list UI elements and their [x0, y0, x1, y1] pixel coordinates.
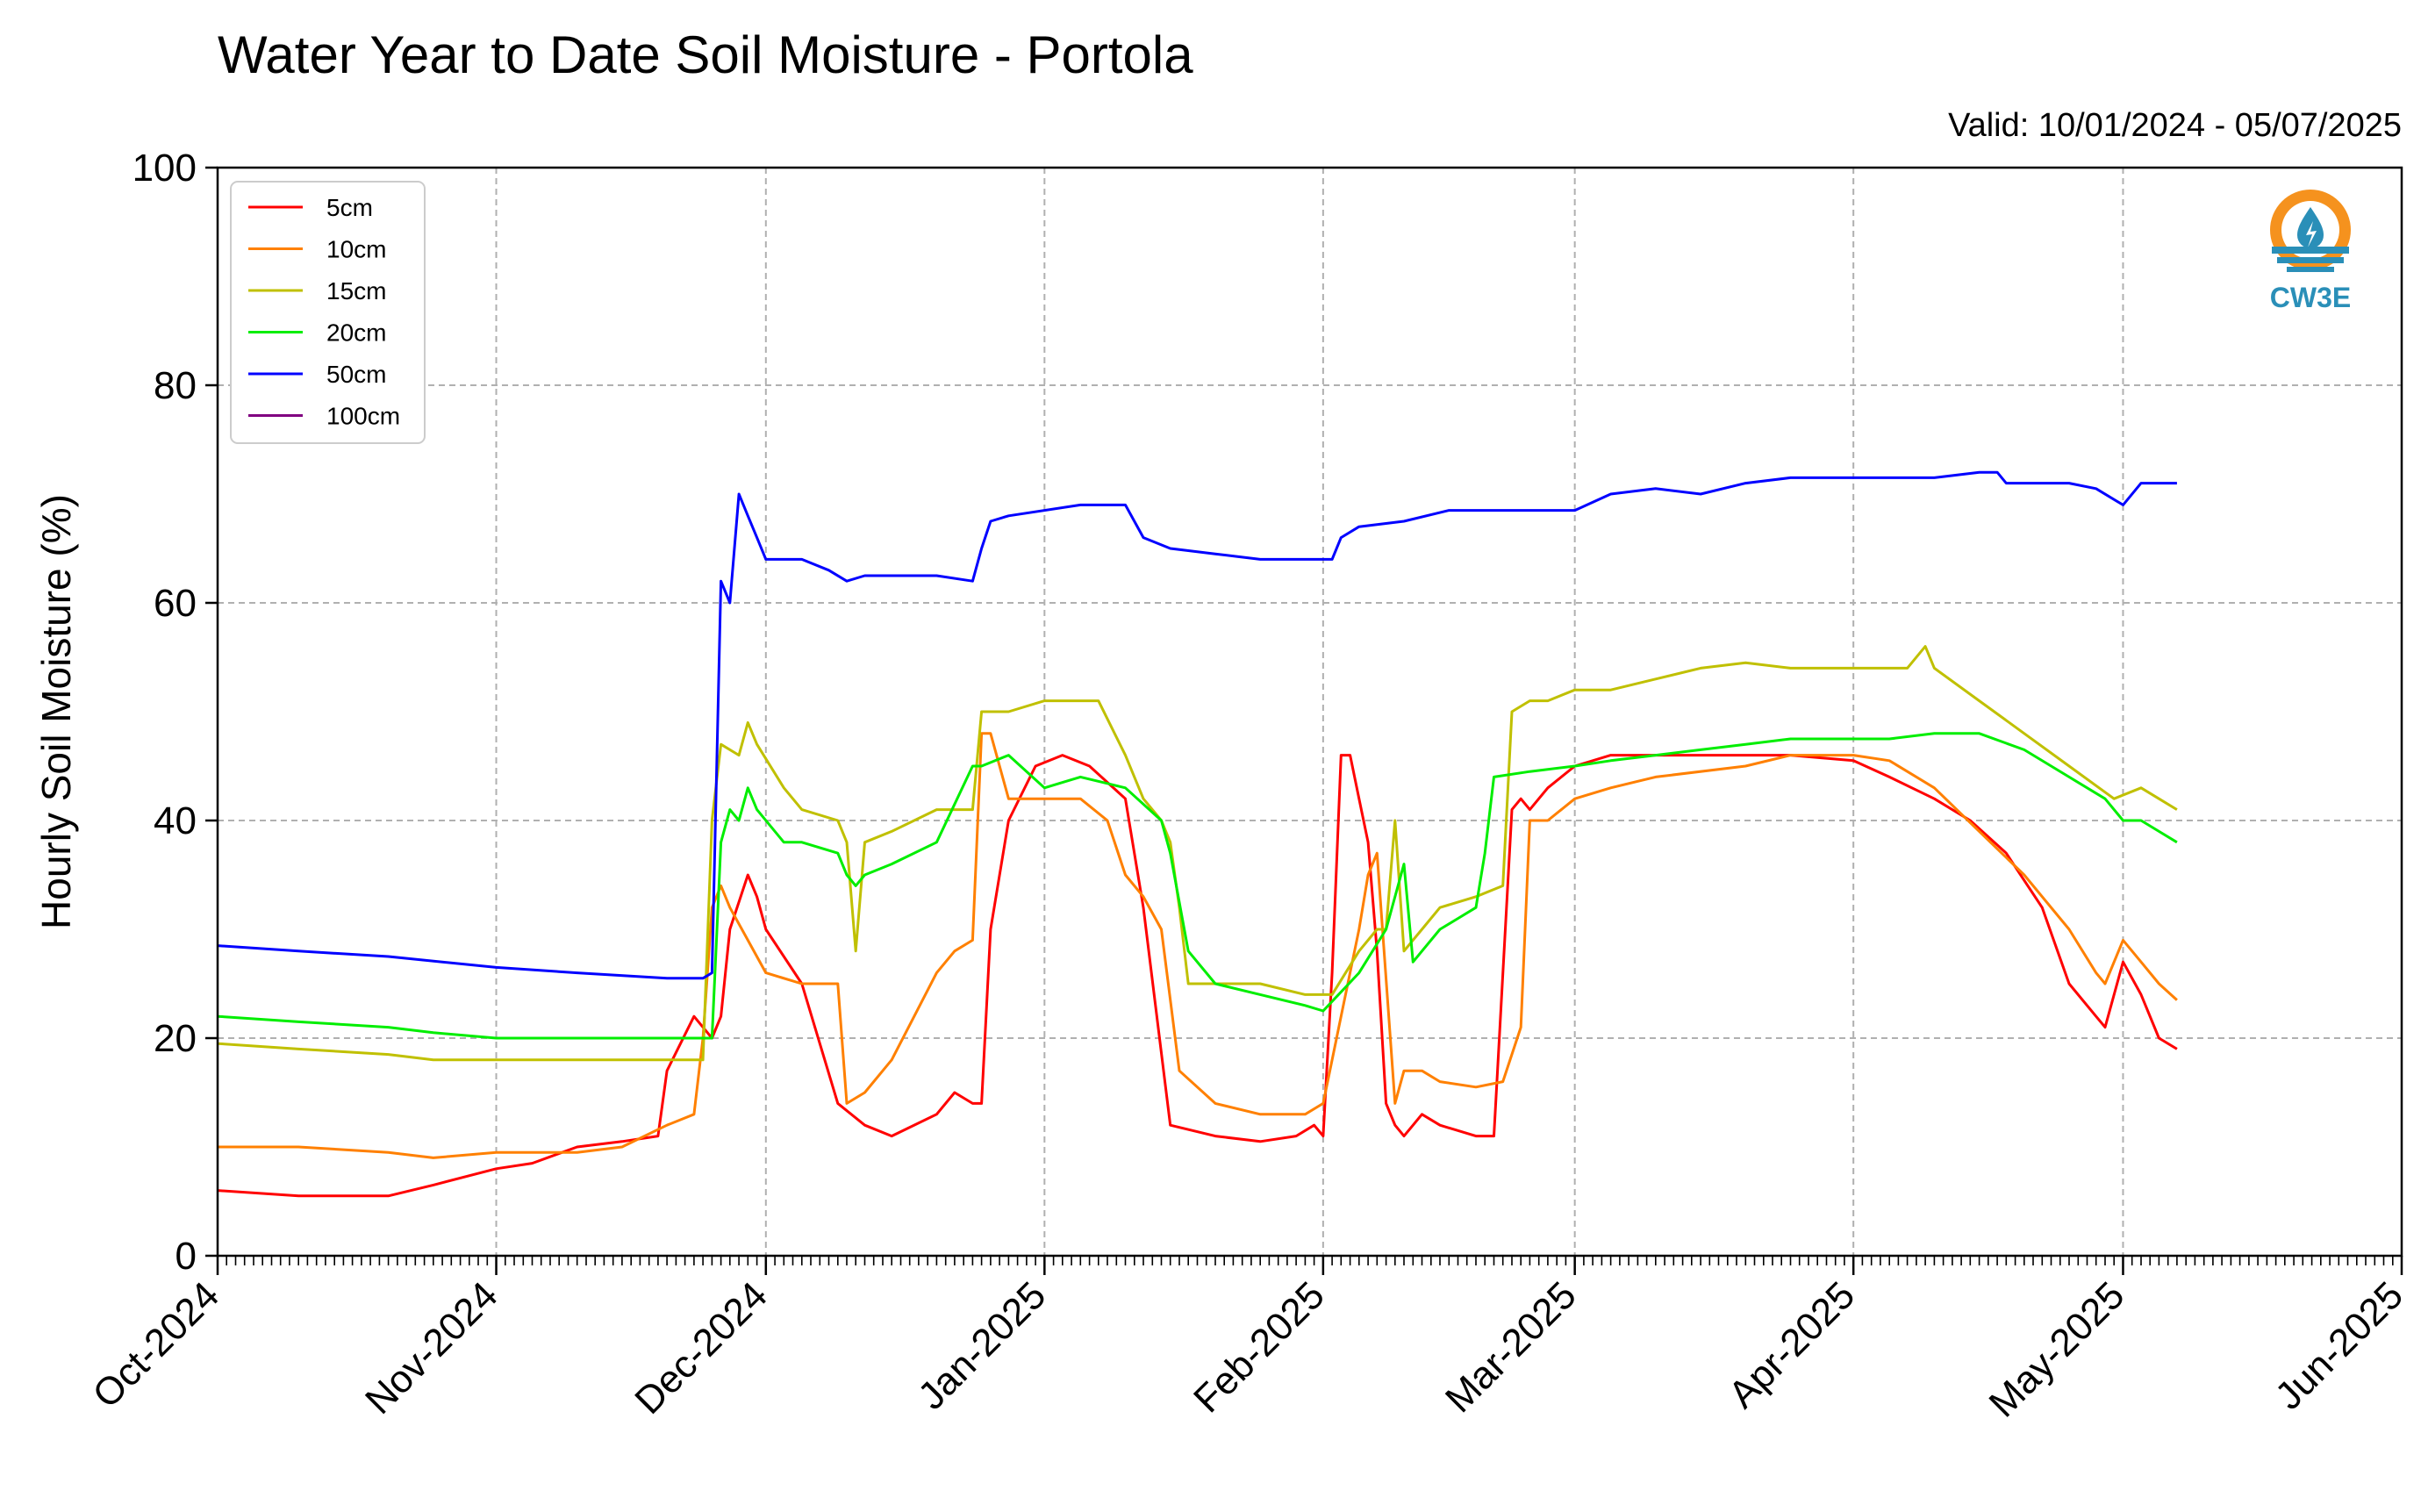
legend-label-15cm: 15cm	[326, 277, 386, 305]
x-tick-label: Jan-2025	[910, 1273, 1054, 1417]
y-tick-label: 20	[154, 1017, 197, 1060]
x-tick-label: Jun-2025	[2267, 1273, 2411, 1417]
y-tick-label: 40	[154, 799, 197, 842]
legend-label-5cm: 5cm	[326, 194, 373, 221]
series-line-10cm	[218, 732, 2178, 1159]
legend-label-10cm: 10cm	[326, 236, 386, 263]
y-tick-label: 100	[133, 147, 197, 190]
x-tick-label: Oct-2024	[84, 1273, 227, 1416]
x-minor-tick-marks	[217, 1256, 2403, 1265]
x-minor-ticks	[217, 1256, 2403, 1265]
legend-label-20cm: 20cm	[326, 319, 386, 347]
legend-box	[230, 181, 426, 444]
series-lines	[218, 470, 2178, 1198]
series-line-5cm	[218, 754, 2178, 1198]
plot-frame	[216, 166, 2403, 1258]
y-axis-label: Hourly Soil Moisture (%)	[33, 494, 79, 929]
grid-lines	[218, 168, 2402, 1256]
legend: 5cm 10cm 15cm 20cm 50cm 100cm	[230, 181, 426, 444]
y-tick-label: 80	[154, 364, 197, 407]
y-axis: 0 20 40 60 80 100	[133, 147, 218, 1278]
x-tick-label: Dec-2024	[627, 1273, 776, 1422]
series-line-15cm	[218, 645, 2178, 1062]
x-tick-label: Mar-2025	[1437, 1273, 1585, 1421]
series-line-20cm	[218, 732, 2178, 1040]
cw3e-logo: CW3E	[2270, 190, 2351, 313]
chart-title: Water Year to Date Soil Moisture - Porto…	[218, 25, 1193, 84]
x-tick-label: May-2025	[1981, 1273, 2133, 1425]
legend-label-50cm: 50cm	[326, 361, 386, 388]
y-tick-label: 0	[175, 1235, 197, 1278]
series-line-50cm	[218, 470, 2177, 980]
y-tick-label: 60	[154, 582, 197, 625]
legend-label-100cm: 100cm	[326, 403, 400, 430]
x-axis: Oct-2024 Nov-2024 Dec-2024 Jan-2025 Feb-2025…	[84, 1256, 2411, 1425]
x-tick-label: Feb-2025	[1185, 1273, 1333, 1421]
valid-date-range: Valid: 10/01/2024 - 05/07/2025	[1948, 107, 2402, 144]
x-tick-label: Nov-2024	[357, 1273, 506, 1422]
x-tick-label: Apr-2025	[1721, 1273, 1864, 1416]
logo-text: CW3E	[2270, 282, 2351, 313]
